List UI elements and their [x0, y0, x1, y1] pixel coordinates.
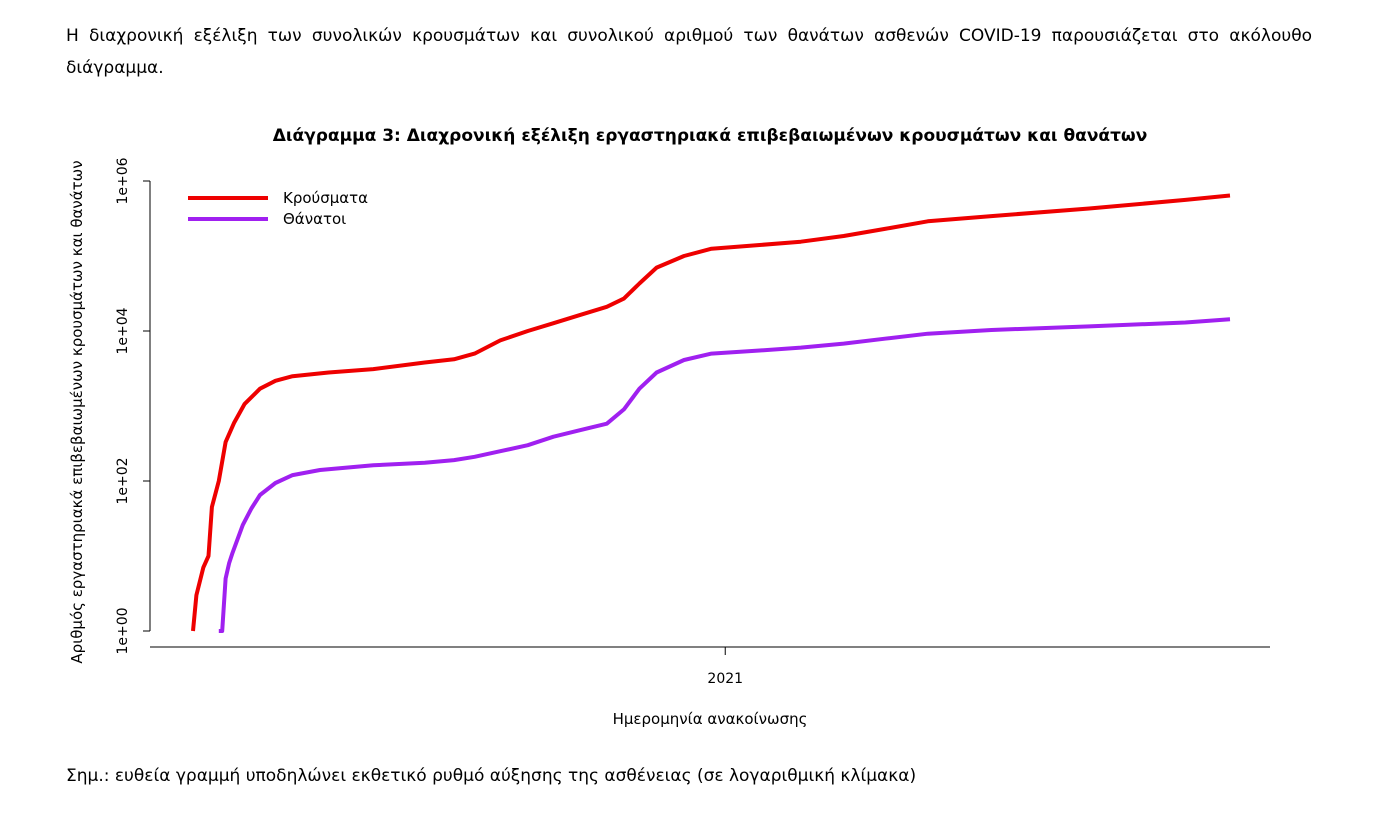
y-tick-label: 1e+06: [115, 157, 131, 204]
footnote: Σημ.: ευθεία γραμμή υποδηλώνει εκθετικό …: [66, 766, 917, 786]
series-lines: [191, 193, 1231, 633]
intro-paragraph: Η διαχρονική εξέλιξη των συνολικών κρουσ…: [66, 26, 1312, 78]
y-tick-label: 1e+04: [115, 307, 131, 354]
series-line-deaths: [218, 317, 1231, 633]
legend-label: Κρούσματα: [283, 189, 368, 207]
x-ticks: 2021: [707, 647, 743, 687]
chart-title: Διάγραμμα 3: Διαχρονική εξέλιξη εργαστηρ…: [273, 126, 1148, 146]
legend-label: Θάνατοι: [283, 210, 346, 228]
y-ticks: 1e+00 1e+02 1e+04 1e+06: [115, 157, 150, 655]
y-axis-label: Αριθμός εργαστηριακά επιβεβαιωμένων κρου…: [68, 160, 86, 663]
x-tick-label: 2021: [707, 671, 743, 687]
y-tick-label: 1e+00: [115, 607, 131, 654]
series-line-cases: [191, 193, 1231, 632]
y-tick-label: 1e+02: [115, 457, 131, 504]
legend: Κρούσματα Θάνατοι: [188, 189, 368, 228]
x-axis-label: Ημερομηνία ανακοίνωσης: [613, 710, 808, 728]
